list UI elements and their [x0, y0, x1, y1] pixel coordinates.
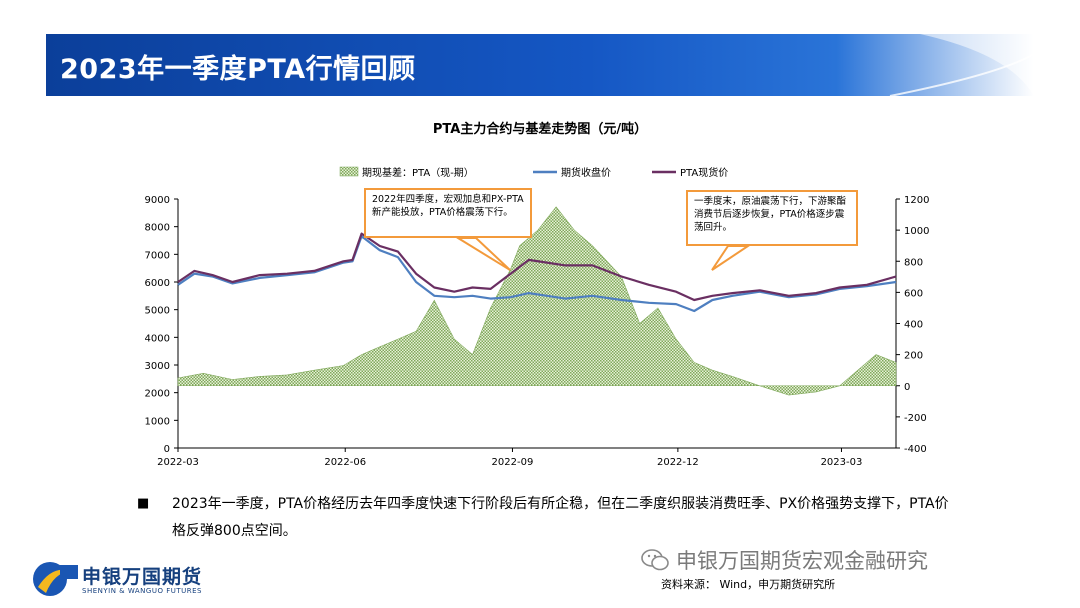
chart-title: PTA主力合约与基差走势图（元/吨）	[432, 122, 648, 137]
y-left-tick-label: 0	[164, 444, 170, 455]
legend-label: 期现基差：PTA（现-期）	[362, 166, 474, 179]
y-right-tick-label: 600	[904, 288, 923, 299]
annotation-q4: 2022年四季度，宏观加息和PX-PTA新产能投放，PTA价格震荡下行。	[364, 188, 532, 238]
x-tick-label: 2023-03	[821, 457, 863, 468]
x-tick-label: 2022-12	[657, 457, 699, 468]
series-futures-price-line	[177, 235, 897, 313]
series-spot-price-line	[177, 232, 897, 302]
company-logo-icon	[33, 562, 78, 596]
legend-swatch-basis	[339, 166, 359, 177]
title-banner	[46, 34, 1034, 96]
y-left-tick-label: 7000	[145, 250, 170, 261]
bullet-icon: ■	[137, 496, 150, 511]
legend-label: PTA现货价	[680, 166, 728, 179]
y-right-tick-label: -200	[904, 413, 927, 424]
logo-name: 申银万国期货	[82, 566, 203, 588]
x-tick-label: 2022-03	[157, 457, 199, 468]
y-left-tick-label: 5000	[145, 306, 170, 317]
y-left-tick-label: 1000	[145, 416, 170, 427]
source-text: 资料来源： Wind，申万期货研究所	[661, 578, 836, 591]
y-left-tick-label: 2000	[145, 389, 170, 400]
y-left-tick-label: 9000	[145, 195, 170, 206]
y-left-tick-label: 6000	[145, 278, 170, 289]
legend-label: 期货收盘价	[561, 166, 611, 179]
y-right-tick-label: 800	[904, 257, 923, 268]
series-basis-area	[177, 206, 897, 396]
x-tick-label: 2022-06	[324, 457, 366, 468]
watermark-text: 申银万国期货宏观金融研究	[676, 549, 928, 573]
slide-title: 2023年一季度PTA行情回顾	[60, 54, 416, 85]
y-right-tick-label: 400	[904, 320, 923, 331]
logo-subtitle: SHENYIN & WANGUO FUTURES	[82, 587, 202, 595]
y-left-tick-label: 3000	[145, 361, 170, 372]
y-right-tick-label: 200	[904, 351, 923, 362]
annotation-q4-pointer	[454, 237, 511, 271]
y-left-tick-label: 4000	[145, 333, 170, 344]
summary-text: 2023年一季度，PTA价格经历去年四季度快速下行阶段后有所企稳，但在二季度织服…	[172, 496, 949, 539]
y-left-tick-label: 8000	[145, 223, 170, 234]
y-right-tick-label: -400	[904, 444, 927, 455]
y-right-tick-label: 1200	[904, 195, 929, 206]
y-right-tick-label: 1000	[904, 226, 929, 237]
annotation-q1-pointer	[711, 245, 752, 271]
x-tick-label: 2022-09	[492, 457, 534, 468]
annotation-q1: 一季度末，原油震荡下行，下游聚酯消费节后逐步恢复，PTA价格逐步震荡回升。	[686, 190, 858, 246]
wechat-icon	[641, 549, 669, 571]
y-right-tick-label: 0	[904, 382, 910, 393]
banner-swoosh	[889, 34, 1034, 96]
